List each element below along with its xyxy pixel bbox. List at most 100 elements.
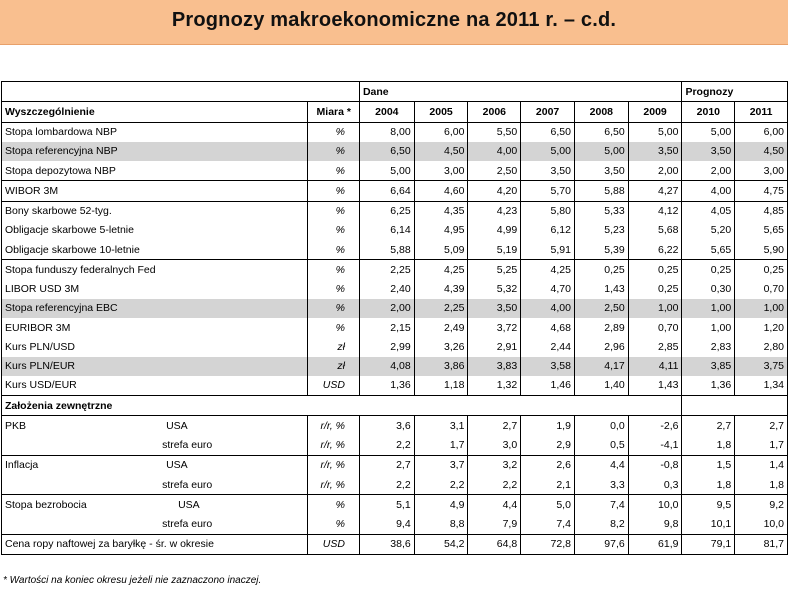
- value-cell: 54,2: [414, 533, 469, 556]
- table-row: Obligacje skarbowe 10-letnie% 5,88 5,09 5,1…: [0, 240, 788, 260]
- table-row: Stopa depozytowa NBP% 5,00 3,00 2,50 3,50 3,5…: [0, 161, 788, 181]
- row-label: Kurs USD/EUR: [0, 375, 309, 396]
- value-cell: 0,3: [628, 475, 683, 495]
- value-cell: 4,70: [520, 279, 575, 299]
- value-cell: 0,25: [628, 259, 683, 280]
- value-cell: 1,36: [359, 375, 415, 396]
- value-cell: 97,6: [574, 533, 629, 556]
- table-row: strefa euro r/r, % 2,2 2,2 2,2 2,1 3,3 0,3 1,8 1,…: [1, 475, 788, 495]
- value-cell: 5,00: [628, 122, 683, 142]
- value-cell: 2,9: [520, 435, 575, 456]
- value-cell: 4,17: [574, 356, 629, 376]
- row-label: Kurs PLN/EUR: [0, 356, 309, 376]
- value-cell: 0,25: [681, 259, 736, 280]
- row-sublabel: USA: [160, 494, 309, 515]
- value-cell: 61,9: [628, 533, 683, 556]
- table-row: Obligacje skarbowe 5-letnie% 6,14 4,95 4,99…: [0, 220, 788, 240]
- row-label: [1, 475, 161, 495]
- value-cell: 5,80: [520, 200, 575, 221]
- value-cell: 2,2: [359, 475, 415, 495]
- row-label: Obligacje skarbowe 5-letnie: [0, 220, 309, 240]
- value-cell: 2,89: [574, 318, 629, 338]
- value-cell: 4,25: [520, 259, 575, 280]
- value-cell: 0,25: [574, 259, 629, 280]
- table-row: Kurs PLN/USD zł 2,99 3,26 2,91 2,44 2,96 2,85 2,…: [0, 337, 788, 357]
- value-cell: 2,44: [520, 337, 575, 357]
- value-cell: 2,00: [681, 161, 736, 181]
- value-cell: 3,50: [467, 298, 522, 318]
- value-cell: 1,34: [734, 375, 788, 396]
- footnote: * Wartości na koniec okresu jeżeli nie z…: [3, 575, 262, 586]
- value-cell: 0,70: [628, 318, 683, 338]
- value-cell: 0,25: [734, 259, 788, 280]
- value-cell: 38,6: [359, 533, 415, 556]
- table-row: PKB USA r/r, % 3,6 3,1 2,7 1,9 0,0 -2,6 2,7 2,7: [1, 415, 788, 436]
- section-header-row: Założenia zewnętrzne: [0, 394, 788, 417]
- value-cell: 3,75: [734, 356, 788, 376]
- row-unit: USD: [307, 533, 360, 556]
- value-cell: 2,15: [359, 318, 415, 338]
- value-cell: 2,7: [359, 454, 415, 475]
- value-cell: 4,95: [414, 220, 469, 240]
- value-cell: 4,85: [734, 200, 788, 221]
- value-cell: 3,6: [359, 415, 415, 436]
- value-cell: 1,8: [681, 435, 736, 456]
- value-cell: 10,1: [681, 514, 736, 535]
- value-cell: 8,8: [414, 514, 469, 535]
- row-unit: %: [307, 141, 360, 161]
- value-cell: 5,91: [520, 240, 575, 260]
- value-cell: 2,50: [467, 161, 522, 181]
- value-cell: 5,88: [359, 240, 415, 260]
- value-cell: 4,00: [520, 298, 575, 318]
- row-label: EURIBOR 3M: [0, 318, 309, 338]
- value-cell: 4,23: [467, 200, 522, 221]
- value-cell: 3,3: [574, 475, 629, 495]
- row-unit: r/r, %: [307, 415, 360, 436]
- value-cell: 3,00: [414, 161, 469, 181]
- value-cell: 81,7: [734, 533, 788, 556]
- value-cell: 2,85: [628, 337, 683, 357]
- value-cell: 5,88: [574, 180, 629, 201]
- row-label: Stopa lombardowa NBP: [0, 122, 309, 142]
- value-cell: 1,32: [467, 375, 522, 396]
- value-cell: 7,9: [467, 514, 522, 535]
- value-cell: 4,05: [681, 200, 736, 221]
- year-header: 2006: [467, 101, 522, 123]
- table-row: Kurs PLN/EUR zł 4,08 3,86 3,83 3,58 4,17 4,11 3,…: [0, 356, 788, 376]
- value-cell: 5,00: [359, 161, 415, 181]
- value-cell: 72,8: [520, 533, 575, 556]
- value-cell: 1,43: [628, 375, 683, 396]
- value-cell: -0,8: [628, 454, 683, 475]
- value-cell: 1,20: [734, 318, 788, 338]
- value-cell: 5,00: [520, 141, 575, 161]
- value-cell: 2,6: [520, 454, 575, 475]
- value-cell: 4,75: [734, 180, 788, 201]
- table-row: EURIBOR 3M% 2,15 2,49 3,72 4,68 2,89 0,70 1,00 1…: [0, 318, 788, 338]
- table-row: Stopa referencyjna EBC% 2,00 2,25 3,50 4,00 2…: [0, 298, 788, 318]
- row-label: [1, 435, 161, 456]
- value-cell: 4,50: [414, 141, 469, 161]
- group-header-row: Dane Prognozy: [1, 80, 788, 102]
- value-cell: 5,65: [681, 240, 736, 260]
- year-header: 2007: [520, 101, 575, 123]
- value-cell: 3,0: [467, 435, 522, 456]
- table-row: strefa euro r/r, % 2,2 1,7 3,0 2,9 0,5 -4,1 1,8 1…: [1, 435, 788, 456]
- value-cell: 5,33: [574, 200, 629, 221]
- row-label: Stopa funduszy federalnych Fed: [0, 259, 309, 280]
- value-cell: 5,00: [574, 141, 629, 161]
- value-cell: 7,4: [520, 514, 575, 535]
- table-row: WIBOR 3M% 6,64 4,60 4,20 5,70 5,88 4,27 4,00 4,7…: [0, 180, 788, 201]
- row-sublabel: strefa euro: [160, 514, 309, 535]
- value-cell: 2,7: [467, 415, 522, 436]
- value-cell: 4,68: [520, 318, 575, 338]
- value-cell: 3,50: [628, 141, 683, 161]
- value-cell: 2,50: [574, 298, 629, 318]
- row-unit: r/r, %: [307, 475, 360, 495]
- col-name-header: Wyszczególnienie: [0, 101, 309, 123]
- value-cell: 9,2: [734, 494, 788, 515]
- value-cell: 3,2: [467, 454, 522, 475]
- value-cell: 2,49: [414, 318, 469, 338]
- value-cell: 4,11: [628, 356, 683, 376]
- col-unit-header: Miara *: [307, 101, 360, 123]
- row-label: Inflacja: [1, 454, 161, 475]
